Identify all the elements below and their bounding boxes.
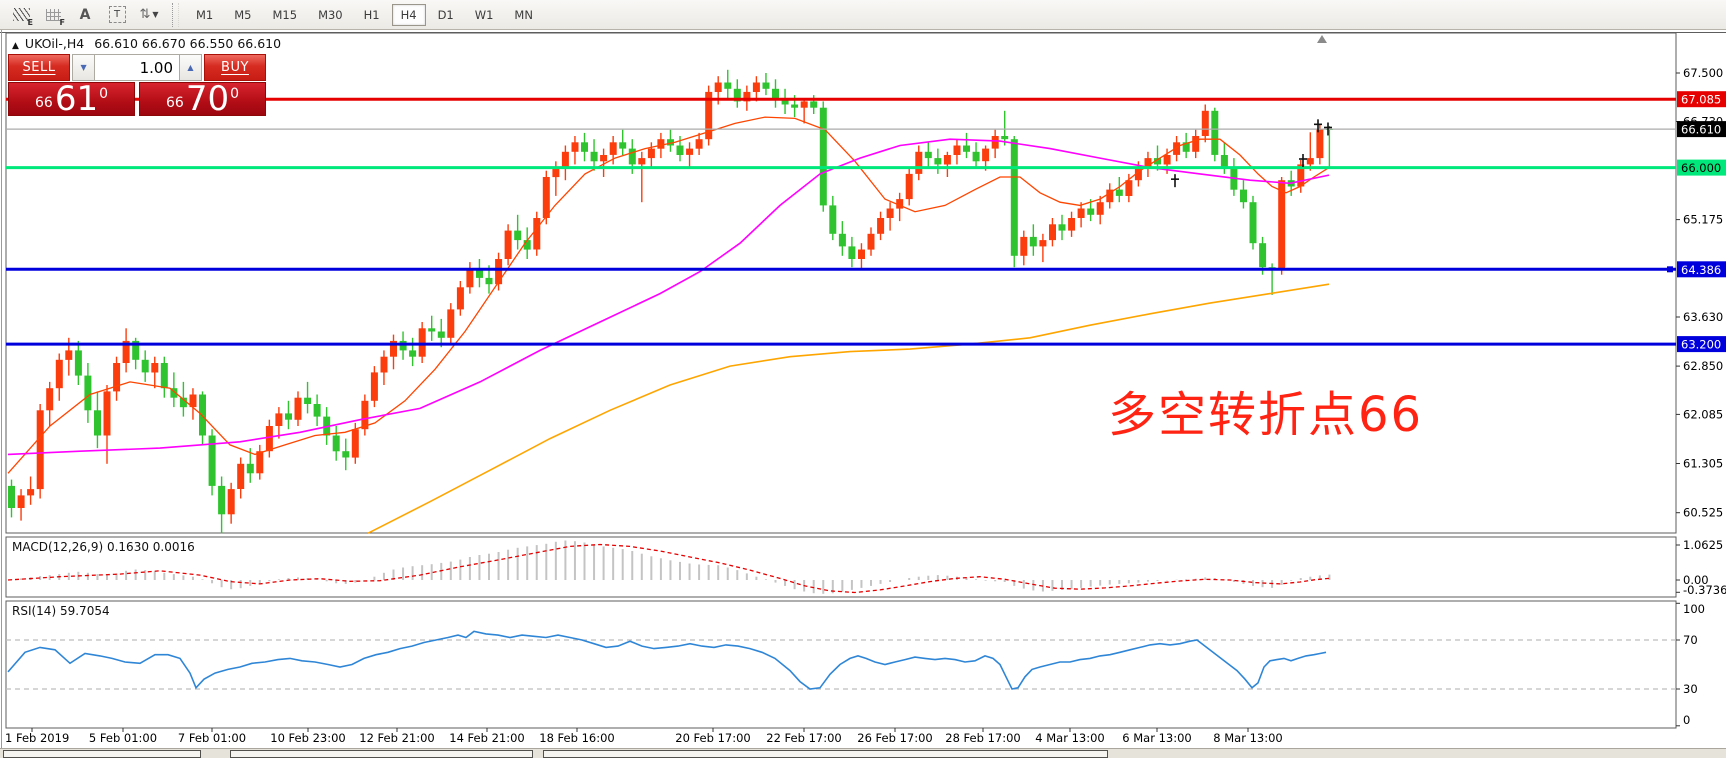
price-badge-63.200 — [1677, 336, 1726, 353]
time-axis-label: 28 Feb 17:00 — [945, 731, 1020, 745]
bottom-tab[interactable] — [543, 750, 1108, 758]
buy-price-display[interactable]: 66 70 0 — [139, 82, 266, 116]
toolbar: E F A T ⇅ ▼ M1 M5 M15 M30 H1 H4 D1 W1 MN — [0, 0, 1726, 30]
macd-pane — [5, 536, 1677, 598]
macd-axis-label: 1.0625 — [1683, 538, 1723, 552]
ohlc-values: 66.610 66.670 66.550 66.610 — [94, 36, 282, 51]
time-axis-label: 1 Feb 2019 — [5, 731, 69, 745]
price-badge-67.085 — [1677, 91, 1726, 108]
timeframe-button-h1[interactable]: H1 — [363, 7, 380, 22]
ma-slow-line — [367, 283, 1330, 534]
ma-medium-line — [7, 138, 1330, 456]
ma-fast-line — [7, 116, 1330, 474]
price-axis-label: 67.500 — [1683, 66, 1723, 80]
main-pane — [5, 32, 1677, 534]
price-badge-66.610 — [1677, 121, 1726, 138]
chart-title: ▲ UKOil-,H4 66.610 66.670 66.550 66.610 — [12, 36, 281, 51]
rsi-axis-label: 100 — [1683, 602, 1705, 616]
bottom-tab[interactable] — [230, 750, 533, 758]
timeframe-button-m15[interactable]: M15 — [272, 7, 298, 22]
sell-button[interactable]: SELL — [8, 54, 71, 81]
rsi-indicator-label: RSI(14) 59.7054 — [12, 604, 110, 618]
timeframe-button-m1[interactable]: M1 — [196, 7, 214, 22]
buy-button[interactable]: BUY — [203, 54, 266, 81]
arrange-objects-tool-icon[interactable]: ⇅ ▼ — [139, 7, 159, 22]
time-axis-label: 20 Feb 17:00 — [675, 731, 750, 745]
time-axis-label: 6 Mar 13:00 — [1122, 731, 1191, 745]
price-axis-label: 63.630 — [1683, 310, 1723, 324]
price-axis-label: 62.085 — [1683, 407, 1723, 421]
price-axis-label: 62.850 — [1683, 359, 1723, 373]
price-axis-label: 65.175 — [1683, 213, 1723, 227]
bottom-tab-bar — [0, 748, 1726, 758]
rsi-axis-label: 30 — [1683, 682, 1698, 696]
chevron-down-icon: ▼ — [152, 10, 159, 19]
time-axis-label: 18 Feb 16:00 — [539, 731, 614, 745]
price-badge-label: 66.000 — [1681, 161, 1721, 175]
collapse-arrow-icon[interactable]: ▲ — [12, 41, 19, 51]
time-axis-label: 26 Feb 17:00 — [857, 731, 932, 745]
time-axis-label: 14 Feb 21:00 — [449, 731, 524, 745]
chart-shift-marker-icon — [1317, 35, 1327, 43]
macd-axis-label: 0.00 — [1683, 573, 1709, 587]
volume-input[interactable] — [95, 54, 179, 81]
price-badge-66.000 — [1677, 159, 1726, 176]
time-axis-label: 22 Feb 17:00 — [766, 731, 841, 745]
bottom-tab[interactable] — [3, 750, 201, 758]
timeframe-button-w1[interactable]: W1 — [474, 7, 494, 22]
text-box-tool-icon[interactable]: T — [104, 4, 130, 26]
chart-text-annotation: 多空转折点66 — [1108, 387, 1424, 443]
time-axis-label: 4 Mar 13:00 — [1035, 731, 1104, 745]
volume-increase-button[interactable]: ▲ — [179, 54, 202, 81]
macd-axis-label: -0.3736 — [1683, 583, 1726, 597]
macd-signal-line — [7, 543, 1330, 594]
price-axis-label: 61.305 — [1683, 457, 1723, 471]
symbol-period-label: UKOil-,H4 — [24, 36, 85, 51]
toolbar-separator — [172, 2, 179, 27]
time-axis-label: 10 Feb 23:00 — [270, 731, 345, 745]
timeframe-button-h4[interactable]: H4 — [391, 3, 426, 26]
price-badge-64.386 — [1677, 261, 1726, 278]
macd-indicator-label: MACD(12,26,9) 0.1630 0.0016 — [12, 540, 195, 554]
volume-decrease-button[interactable]: ▼ — [72, 54, 95, 81]
hatch-pattern-tool-icon[interactable]: E — [8, 4, 34, 27]
grid-pattern-tool-icon[interactable]: F — [40, 4, 66, 27]
text-label-tool-icon[interactable]: A — [79, 6, 91, 23]
sell-price-display[interactable]: 66 61 0 — [8, 82, 135, 116]
line-handle — [1667, 266, 1673, 273]
time-axis-label: 5 Feb 01:00 — [89, 731, 157, 745]
rsi-line — [7, 630, 1327, 690]
time-axis-label: 8 Mar 13:00 — [1213, 731, 1282, 745]
time-axis-label: 7 Feb 01:00 — [178, 731, 246, 745]
timeframe-button-mn[interactable]: MN — [514, 7, 533, 22]
price-badge-label: 63.200 — [1681, 338, 1721, 352]
timeframe-button-d1[interactable]: D1 — [437, 7, 454, 22]
timeframe-group: M1 M5 M15 M30 H1 H4 D1 W1 MN — [187, 3, 545, 26]
rsi-axis-label: 70 — [1683, 633, 1698, 647]
price-badge-label: 64.386 — [1681, 263, 1721, 277]
price-badge-label: 67.085 — [1681, 93, 1721, 107]
timeframe-button-m30[interactable]: M30 — [318, 7, 343, 22]
price-badge-label: 66.610 — [1681, 123, 1721, 137]
timeframe-button-m5[interactable]: M5 — [234, 7, 252, 22]
rsi-axis-label: 0 — [1683, 713, 1690, 727]
time-axis-label: 12 Feb 21:00 — [359, 731, 434, 745]
price-axis-label: 60.525 — [1683, 506, 1723, 520]
